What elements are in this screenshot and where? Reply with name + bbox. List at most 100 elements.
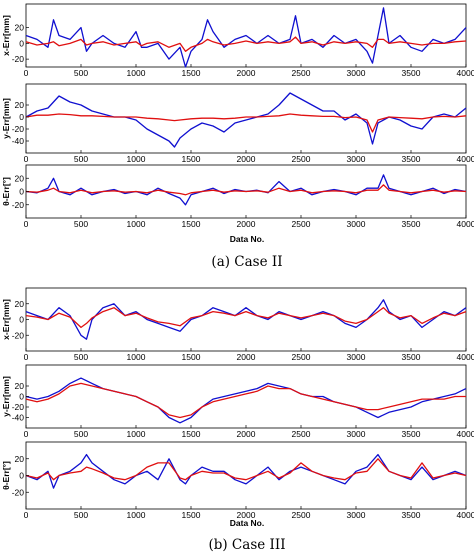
x-tick-label: 4000 <box>457 429 474 439</box>
series-red-line <box>25 36 467 52</box>
x-tick-label: 3000 <box>347 352 366 362</box>
y-tick-label: 0 <box>19 38 24 48</box>
y-axis-label: θ-Err[°] <box>1 177 11 206</box>
x-tick-label: 1500 <box>182 352 201 362</box>
y-axis-label: x-Err[mm] <box>1 15 11 56</box>
x-tick-label: 500 <box>74 219 88 229</box>
x-tick-label: 4000 <box>457 352 474 362</box>
x-tick-label: 3500 <box>402 429 421 439</box>
x-tick-label: 3000 <box>347 429 366 439</box>
y-tick-label: 20 <box>15 454 25 464</box>
series-red-line <box>25 458 467 481</box>
x-tick-label: 1500 <box>182 68 201 78</box>
y-axis-label: x-Err[mm] <box>1 299 11 340</box>
x-tick-label: 0 <box>24 219 29 229</box>
y-tick-label: -40 <box>12 413 25 423</box>
plot-frame <box>25 287 467 352</box>
caption-a: (a) Case II <box>211 254 282 270</box>
panel-4: 0 500 1000 1500 2000 2500 3000 3500 4000 20 0 -20x-… <box>1 287 474 362</box>
plot-frame <box>25 441 467 510</box>
x-tick-label: 3500 <box>402 219 421 229</box>
x-tick-label: 500 <box>74 352 88 362</box>
plot-frame <box>25 83 467 154</box>
panel-6: 0 500 1000 1500 2000 2500 3000 3500 4000 20 0 -20θ-… <box>1 441 474 520</box>
x-tick-label: 500 <box>74 429 88 439</box>
x-tick-label: 1500 <box>182 510 201 520</box>
panel-1: 0 500 1000 1500 2000 2500 3000 3500 4000 20 0 -20x-… <box>1 3 474 78</box>
plot-frame <box>25 364 467 429</box>
x-tick-label: 2500 <box>292 219 311 229</box>
y-tick-label: -20 <box>12 487 25 497</box>
x-tick-label: 0 <box>24 352 29 362</box>
x-axis-label-a: Data No. <box>230 234 264 244</box>
x-tick-label: 3000 <box>347 154 366 164</box>
y-tick-label: 20 <box>15 100 25 110</box>
x-tick-label: 2500 <box>292 68 311 78</box>
x-tick-label: 1000 <box>127 510 146 520</box>
x-tick-label: 4000 <box>457 219 474 229</box>
x-tick-label: 4000 <box>457 510 474 520</box>
y-axis-label: y-Err[mm] <box>1 98 11 139</box>
y-tick-label: 0 <box>19 471 24 481</box>
x-tick-label: 2500 <box>292 352 311 362</box>
series-red-line <box>25 307 467 329</box>
panel-5: 0 500 1000 1500 2000 2500 3000 3500 4000200-20-4… <box>1 364 474 439</box>
series-red-line <box>25 382 466 419</box>
x-tick-label: 2000 <box>237 352 256 362</box>
x-tick-label: 2000 <box>237 510 256 520</box>
x-tick-label: 1000 <box>127 352 146 362</box>
series-blue-line <box>25 299 467 340</box>
x-tick-label: 1000 <box>127 429 146 439</box>
x-tick-label: 0 <box>24 510 29 520</box>
caption-b: (b) Case III <box>208 537 285 553</box>
y-axis-label: θ-Err[°] <box>1 461 11 490</box>
x-tick-label: 3500 <box>402 68 421 78</box>
series-red-line <box>25 184 467 196</box>
y-axis-label: y-Err[mm] <box>1 376 11 417</box>
x-tick-label: 3500 <box>402 510 421 520</box>
x-tick-label: 2000 <box>237 429 256 439</box>
y-tick-label: 20 <box>15 23 25 33</box>
x-tick-label: 4000 <box>457 154 474 164</box>
y-tick-label: 20 <box>15 299 25 309</box>
x-tick-label: 2000 <box>237 219 256 229</box>
y-tick-label: -40 <box>12 136 25 146</box>
x-tick-label: 1000 <box>127 68 146 78</box>
x-tick-label: 1500 <box>182 154 201 164</box>
y-tick-label: -20 <box>12 330 25 340</box>
y-tick-label: 0 <box>19 392 24 402</box>
x-axis-label-b: Data No. <box>230 518 264 528</box>
y-tick-label: -20 <box>12 124 25 134</box>
x-tick-label: 3000 <box>347 510 366 520</box>
x-tick-label: 2000 <box>237 68 256 78</box>
x-tick-label: 0 <box>24 154 29 164</box>
x-tick-label: 1500 <box>182 429 201 439</box>
x-tick-label: 1500 <box>182 219 201 229</box>
y-tick-label: 0 <box>19 187 24 197</box>
x-tick-label: 1000 <box>127 154 146 164</box>
x-tick-label: 0 <box>24 429 29 439</box>
x-tick-label: 1000 <box>127 219 146 229</box>
x-tick-label: 0 <box>24 68 29 78</box>
x-tick-label: 2000 <box>237 154 256 164</box>
panel-3: 0 500 1000 1500 2000 2500 3000 3500 4000 20 0 -20θ-… <box>1 164 474 229</box>
x-tick-label: 3000 <box>347 68 366 78</box>
y-tick-label: -20 <box>12 200 25 210</box>
x-tick-label: 3500 <box>402 352 421 362</box>
panel-2: 0 500 1000 1500 2000 2500 3000 3500 4000 20 0 -20 -4… <box>1 83 474 164</box>
y-tick-label: -20 <box>12 402 25 412</box>
series-red-line <box>25 113 467 133</box>
x-tick-label: 2500 <box>292 429 311 439</box>
x-tick-label: 500 <box>74 68 88 78</box>
x-tick-label: 2500 <box>292 510 311 520</box>
x-tick-label: 4000 <box>457 68 474 78</box>
series-blue-line <box>25 377 467 424</box>
x-tick-label: 3000 <box>347 219 366 229</box>
x-tick-label: 3500 <box>402 154 421 164</box>
y-tick-label: 0 <box>19 315 24 325</box>
x-tick-label: 500 <box>74 154 88 164</box>
y-tick-label: 20 <box>15 173 25 183</box>
y-tick-label: -20 <box>12 54 25 64</box>
y-tick-label: 0 <box>19 112 24 122</box>
